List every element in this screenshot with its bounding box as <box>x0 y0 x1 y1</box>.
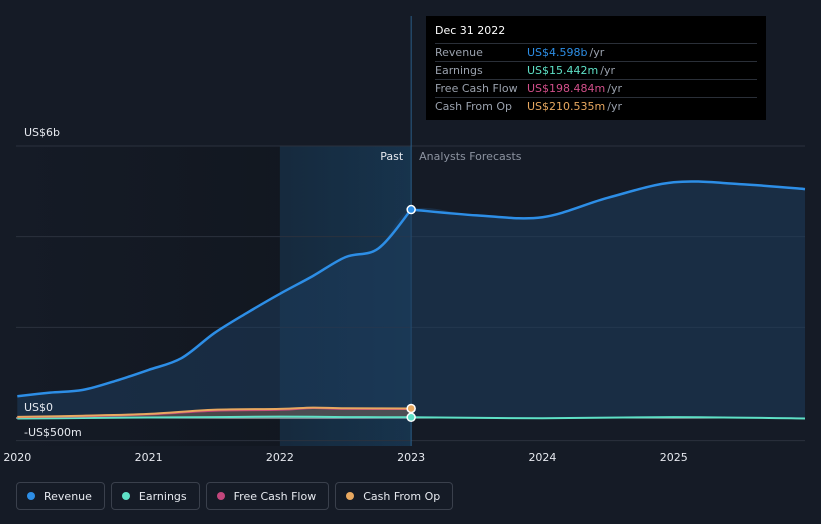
x-tick-label: 2020 <box>3 451 31 464</box>
earnings-marker <box>406 412 416 423</box>
tooltip-value: US$15.442m <box>527 64 599 77</box>
earnings-line <box>17 415 806 420</box>
tooltip-row-earnings: Earnings US$15.442m /yr <box>435 61 757 79</box>
x-tick-label: 2021 <box>135 451 163 464</box>
legend-dot-icon <box>346 492 355 500</box>
cash-from-op-line <box>17 406 412 418</box>
tooltip-label: Cash From Op <box>435 100 513 113</box>
tooltip-row-free-cash-flow: Free Cash Flow US$198.484m /yr <box>435 79 757 97</box>
chart-tooltip: Dec 31 2022 Revenue US$4.598b /yr Earnin… <box>426 16 766 120</box>
tooltip-label: Revenue <box>435 46 483 59</box>
legend-item-earnings[interactable]: Earnings <box>110 482 200 510</box>
legend-dot-icon <box>121 492 130 500</box>
past-label: Past <box>380 150 404 163</box>
revenue-marker <box>406 204 416 215</box>
legend-label: Free Cash Flow <box>233 489 317 503</box>
legend-label: Earnings <box>138 489 187 503</box>
legend-item-revenue[interactable]: Revenue <box>16 482 105 510</box>
tooltip-unit: /yr <box>607 100 622 113</box>
tooltip-unit: /yr <box>607 82 622 95</box>
x-tick-label: 2023 <box>397 451 425 464</box>
cash-from-op-marker <box>406 403 416 414</box>
tooltip-value: US$4.598b <box>527 46 588 59</box>
x-tick-label: 2024 <box>528 451 556 464</box>
tooltip-date: Dec 31 2022 <box>435 24 506 37</box>
revenue-forecast-line <box>411 180 806 220</box>
legend-label: Revenue <box>44 489 92 503</box>
tooltip-label: Free Cash Flow <box>435 82 518 95</box>
x-tick-label: 2025 <box>660 451 688 464</box>
revenue-area <box>17 181 806 418</box>
y-axis-zero-label: US$0 <box>24 401 53 414</box>
legend-dot-icon <box>27 492 35 500</box>
legend-item-free-cash-flow[interactable]: Free Cash Flow <box>205 482 330 510</box>
tooltip-value: US$210.535m <box>527 100 606 113</box>
tooltip-row-cash-from-op: Cash From Op US$210.535m /yr <box>435 97 757 115</box>
legend-label: Cash From Op <box>363 489 441 503</box>
tooltip-row-revenue: Revenue US$4.598b /yr <box>435 43 757 61</box>
x-tick-label: 2022 <box>266 451 294 464</box>
y-axis-bottom-label: -US$500m <box>24 426 82 439</box>
chart-legend: Revenue Earnings Free Cash Flow Cash Fro… <box>16 482 454 510</box>
forecast-label: Analysts Forecasts <box>419 150 522 163</box>
tooltip-unit: /yr <box>600 64 615 77</box>
legend-item-cash-from-op[interactable]: Cash From Op <box>335 482 454 510</box>
y-axis-top-label: US$6b <box>24 126 60 139</box>
tooltip-label: Earnings <box>435 64 483 77</box>
tooltip-unit: /yr <box>589 46 605 59</box>
tooltip-value: US$198.484m <box>527 82 606 95</box>
revenue-line <box>17 208 413 398</box>
legend-dot-icon <box>216 492 225 500</box>
